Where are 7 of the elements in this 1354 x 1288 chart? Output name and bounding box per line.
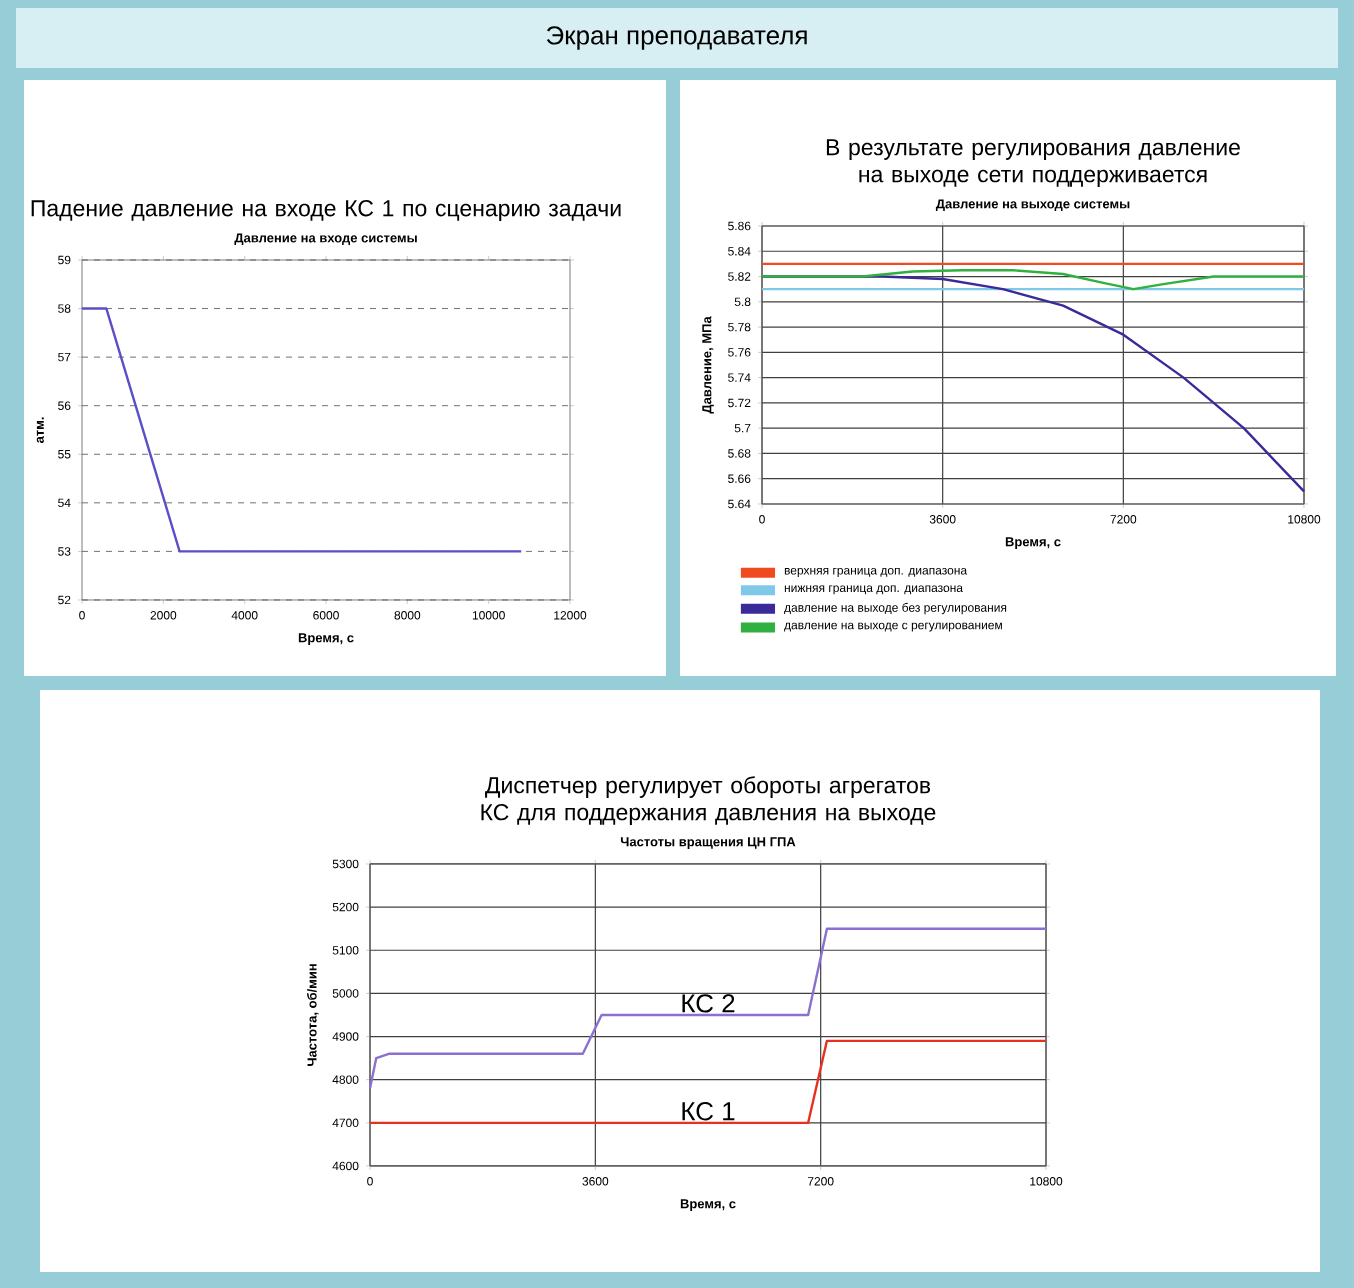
line-series <box>368 927 1048 1090</box>
chart-title: Падение давление на входе КС 1 по сценарию задачи <box>31 200 621 221</box>
chart-title: В результате регулирования давление на выходе сети поддерживается <box>826 139 1240 187</box>
series-label: КС 1 <box>682 1102 735 1121</box>
chart-title: Диспетчер регулирует обороты агрегатов КС для поддержания давления на выходе <box>481 776 936 825</box>
series-label: КС 2 <box>682 994 735 1013</box>
text: Экран преподавателя <box>546 26 807 50</box>
